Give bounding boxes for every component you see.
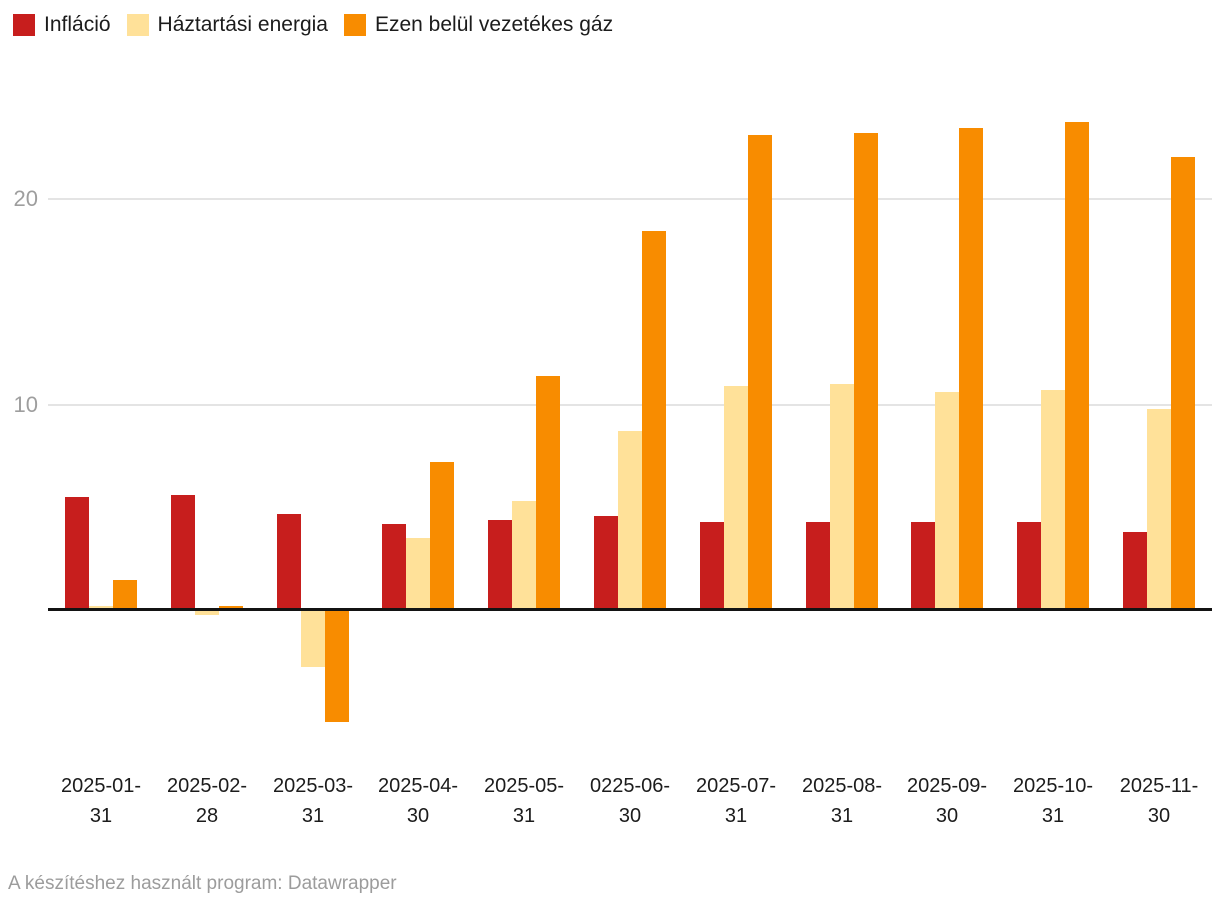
x-tick-label-2025-04-30: 2025-04- 30: [358, 771, 478, 831]
bar-Háztartási energia-2025-11-30: [1147, 409, 1171, 611]
bar-Háztartási energia-2025-10-31: [1041, 390, 1065, 610]
x-tick-line1: 2025-01-: [60, 775, 142, 797]
bar-Infláció-2025-02-28: [171, 495, 195, 610]
bar-Háztartási energia-2025-09-30: [935, 392, 959, 610]
bar-Háztartási energia-2025-08-31: [830, 384, 854, 611]
legend-item-vezetekes-gaz: Ezen belül vezetékes gáz: [343, 13, 614, 36]
x-tick-line1: 2025-07-: [695, 775, 777, 797]
bar-Háztartási energia-2025-02-28: [195, 611, 219, 615]
y-tick-label-20: 20: [13, 186, 38, 211]
bar-Háztartási energia-0225-06-30: [618, 431, 642, 610]
legend-swatch-haztartasi-energia: [126, 13, 149, 36]
legend-label-inflacio: Infláció: [44, 13, 111, 36]
x-tick-line2: 31: [512, 805, 536, 827]
x-tick-label-0225-06-30: 0225-06- 30: [570, 771, 690, 831]
x-tick-line1: 2025-05-: [483, 775, 565, 797]
bar-Ezen belül vezetékes gáz-2025-03-31: [325, 611, 349, 722]
bar-Ezen belül vezetékes gáz-2025-04-30: [430, 462, 454, 610]
x-tick-line2: 31: [724, 805, 748, 827]
x-tick-label-2025-08-31: 2025-08- 31: [782, 771, 902, 831]
bar-Infláció-2025-04-30: [382, 524, 406, 611]
x-tick-line1: 2025-02-: [166, 775, 248, 797]
bar-Infláció-2025-10-31: [1017, 522, 1041, 611]
bar-Infláció-2025-01-31: [65, 497, 89, 610]
x-tick-label-2025-05-31: 2025-05- 31: [464, 771, 584, 831]
bar-Ezen belül vezetékes gáz-2025-05-31: [536, 376, 560, 611]
bar-Háztartási energia-2025-04-30: [406, 538, 430, 610]
x-tick-label-2025-02-28: 2025-02- 28: [147, 771, 267, 831]
bar-Háztartási energia-2025-05-31: [512, 501, 536, 610]
legend-item-inflacio: Infláció: [13, 13, 111, 36]
bar-Infláció-2025-11-30: [1123, 532, 1147, 610]
x-tick-line2: 30: [935, 805, 959, 827]
x-tick-label-2025-10-31: 2025-10- 31: [993, 771, 1113, 831]
x-tick-line1: 2025-04-: [377, 775, 459, 797]
attribution-text: A készítéshez használt program: Datawrap…: [8, 873, 397, 894]
bar-Ezen belül vezetékes gáz-2025-08-31: [854, 133, 878, 611]
legend-label-haztartasi-energia: Háztartási energia: [157, 13, 328, 36]
bar-Infláció-0225-06-30: [594, 516, 618, 611]
x-tick-label-2025-01-31: 2025-01- 31: [41, 771, 161, 831]
bar-Infláció-2025-09-30: [911, 522, 935, 611]
x-tick-line1: 2025-09-: [906, 775, 988, 797]
x-tick-line2: 31: [89, 805, 113, 827]
x-tick-line1: 2025-10-: [1012, 775, 1094, 797]
bar-Infláció-2025-05-31: [488, 520, 512, 611]
y-tick-label-10: 10: [13, 392, 38, 417]
x-tick-line1: 2025-03-: [272, 775, 354, 797]
bar-Infláció-2025-07-31: [700, 522, 724, 611]
bar-Infláció-2025-03-31: [277, 514, 301, 611]
bar-Ezen belül vezetékes gáz-2025-11-30: [1171, 157, 1195, 610]
x-tick-line1: 0225-06-: [589, 775, 671, 797]
x-tick-line2: 31: [830, 805, 854, 827]
x-tick-line2: 28: [195, 805, 219, 827]
x-tick-line1: 2025-11-: [1119, 775, 1199, 797]
bar-Ezen belül vezetékes gáz-2025-10-31: [1065, 122, 1089, 610]
x-tick-label-2025-11-30: 2025-11- 30: [1099, 771, 1219, 831]
x-tick-line2: 30: [406, 805, 430, 827]
x-tick-label-2025-07-31: 2025-07- 31: [676, 771, 796, 831]
x-tick-line1: 2025-08-: [801, 775, 883, 797]
legend-swatch-vezetekes-gaz: [343, 13, 366, 36]
gridline-20: [48, 198, 1212, 200]
gridline-10: [48, 404, 1212, 406]
legend-item-haztartasi-energia: Háztartási energia: [126, 13, 328, 36]
x-axis-line: [48, 608, 1212, 611]
x-tick-label-2025-09-30: 2025-09- 30: [887, 771, 1007, 831]
bar-Háztartási energia-2025-03-31: [301, 611, 325, 667]
bar-Háztartási energia-2025-07-31: [724, 386, 748, 611]
bar-Infláció-2025-08-31: [806, 522, 830, 611]
x-tick-label-2025-03-31: 2025-03- 31: [253, 771, 373, 831]
x-tick-line2: 30: [618, 805, 642, 827]
bar-Ezen belül vezetékes gáz-0225-06-30: [642, 231, 666, 610]
bar-Ezen belül vezetékes gáz-2025-07-31: [748, 135, 772, 611]
x-tick-line2: 30: [1147, 805, 1171, 827]
bar-Ezen belül vezetékes gáz-2025-09-30: [959, 128, 983, 610]
legend-label-vezetekes-gaz: Ezen belül vezetékes gáz: [374, 13, 614, 36]
legend-swatch-inflacio: [13, 13, 35, 36]
x-tick-line2: 31: [1041, 805, 1065, 827]
x-tick-line2: 31: [301, 805, 325, 827]
bar-Ezen belül vezetékes gáz-2025-01-31: [113, 580, 137, 611]
legend: Infláció Háztartási energia Ezen belül v…: [13, 13, 613, 36]
